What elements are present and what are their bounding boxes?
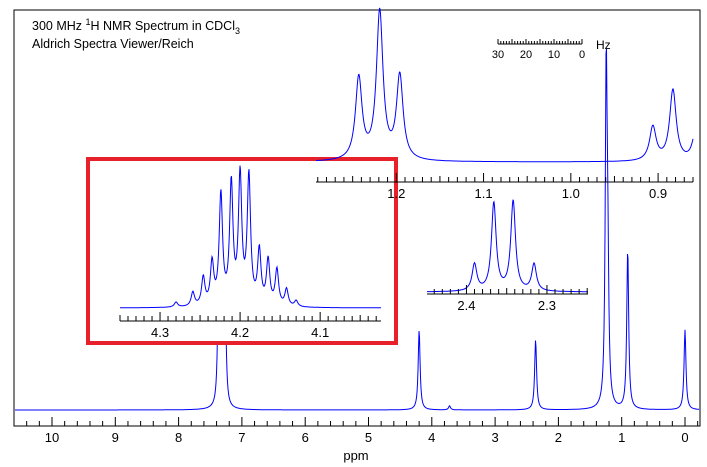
inset-spectrum-line <box>120 165 381 309</box>
x-axis: 10 9 8 7 6 5 4 3 2 1 0 <box>26 417 699 445</box>
inset-quartet: 2.4 2.3 <box>427 199 588 313</box>
x-tick-label: 10 <box>45 430 59 445</box>
hz-label: 0 <box>579 49 585 61</box>
chart-subtitle: Aldrich Spectra Viewer/Reich <box>32 37 194 51</box>
inset-tick-label: 1.2 <box>387 186 405 201</box>
x-tick-label: 5 <box>365 430 372 445</box>
main-spectrum-line <box>15 48 700 411</box>
inset-tick-label: 4.3 <box>151 325 169 340</box>
inset-methyl: 1.2 1.1 1.0 0.9 <box>315 7 694 201</box>
x-tick-label: 7 <box>238 430 245 445</box>
x-tick-label: 3 <box>491 430 498 445</box>
x-tick-label: 4 <box>428 430 435 445</box>
inset-spectrum-line <box>315 7 694 163</box>
hz-label: 20 <box>520 49 532 61</box>
inset-tick-label: 2.4 <box>457 298 475 313</box>
x-tick-label: 1 <box>618 430 625 445</box>
hz-label: 10 <box>548 49 560 61</box>
x-axis-label: ppm <box>343 448 368 463</box>
chart-title: 300 MHz 1H NMR Spectrum in CDCl3 <box>32 17 240 36</box>
x-tick-label: 0 <box>681 430 688 445</box>
highlight-box <box>86 157 398 345</box>
x-tick-label: 9 <box>112 430 119 445</box>
inset-tick-label: 2.3 <box>538 298 556 313</box>
inset-tick-label: 4.2 <box>231 325 249 340</box>
inset-tick-label: 1.0 <box>562 186 580 201</box>
x-tick-label: 6 <box>302 430 309 445</box>
inset-tick-label: 4.1 <box>311 325 329 340</box>
hz-scale: 30 20 10 0 Hz <box>492 38 611 61</box>
inset-spectrum-line <box>427 199 588 293</box>
plot-frame <box>13 9 701 427</box>
x-tick-label: 2 <box>555 430 562 445</box>
hz-unit: Hz <box>596 38 611 52</box>
x-tick-label: 8 <box>175 430 182 445</box>
hz-label: 30 <box>492 49 504 61</box>
inset-multiplet: 4.3 4.2 4.1 <box>119 165 381 340</box>
inset-tick-label: 0.9 <box>649 186 667 201</box>
inset-tick-label: 1.1 <box>475 186 493 201</box>
